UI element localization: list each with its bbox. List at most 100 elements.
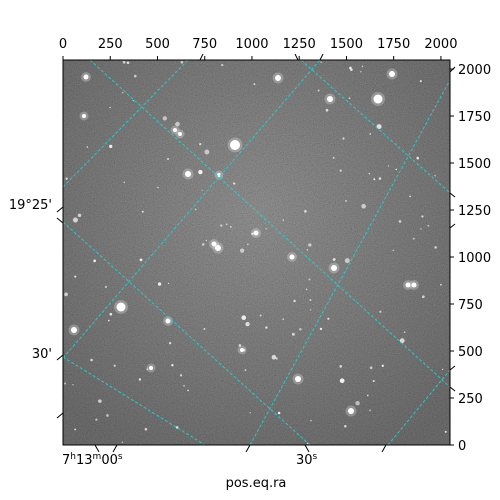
star (395, 168, 398, 171)
bright-star (331, 265, 337, 271)
star (199, 143, 202, 146)
world-tick-mark (56, 217, 64, 224)
star (109, 106, 111, 109)
star (339, 169, 342, 172)
world-tick-mark (381, 444, 387, 453)
star (247, 243, 249, 246)
star (238, 344, 242, 347)
star (372, 379, 375, 383)
star (198, 169, 203, 175)
y-tick-label: 1500 (458, 157, 491, 172)
star (361, 65, 364, 68)
star (265, 228, 267, 230)
star (244, 369, 247, 372)
star (409, 195, 412, 198)
world-tick-mark (56, 412, 64, 419)
y-tick-label: 0 (458, 439, 466, 454)
y-tick-group-right: 0 250 500 750 1000 1250 1500 1750 2000 (450, 63, 491, 454)
star (398, 220, 402, 223)
star (320, 61, 322, 63)
star (282, 219, 285, 221)
star (291, 332, 295, 336)
bright-star (295, 376, 301, 382)
star (440, 283, 442, 286)
y-tick-label: 250 (458, 392, 483, 407)
star (339, 378, 345, 384)
star (342, 137, 345, 140)
bright-star (275, 75, 281, 81)
star (107, 319, 110, 322)
star (369, 133, 372, 135)
star (434, 246, 437, 249)
star (355, 400, 360, 406)
world-tick-mark (449, 365, 456, 371)
x-axis-title: pos.eq.ra (226, 476, 287, 491)
x-tick-label: 500 (145, 37, 170, 52)
star (427, 224, 430, 227)
star (72, 384, 74, 386)
star (309, 309, 312, 311)
sky-image (63, 60, 450, 445)
star (416, 156, 420, 160)
star (175, 121, 180, 127)
star (339, 364, 343, 368)
ra-label-1: 30s (296, 452, 318, 468)
star (404, 331, 406, 334)
star (259, 314, 262, 317)
star (201, 189, 203, 191)
star (74, 428, 77, 431)
star (253, 83, 256, 86)
star (72, 217, 79, 223)
star (90, 358, 93, 362)
star (121, 91, 124, 94)
star (344, 424, 347, 428)
star (86, 146, 89, 148)
plot-frame (62, 59, 451, 446)
star (138, 378, 142, 381)
star (167, 158, 169, 160)
world-tick-mark (449, 66, 456, 73)
star (98, 399, 102, 403)
bright-star (178, 132, 182, 136)
star (233, 182, 236, 185)
star (132, 99, 134, 102)
star (275, 357, 278, 360)
world-tick-mark (94, 444, 100, 453)
bright-star (327, 96, 333, 102)
bright-star (405, 282, 411, 288)
grid-line (63, 60, 321, 359)
star (378, 177, 382, 180)
star (122, 60, 126, 64)
bright-star (215, 245, 221, 251)
star (271, 354, 277, 360)
bright-star (83, 74, 89, 80)
bright-star (185, 171, 191, 177)
coordinate-grid (63, 60, 450, 445)
x-tick-group-top: 0 250 500 750 1000 1250 1500 1750 2000 (59, 37, 457, 60)
bright-star (240, 348, 244, 352)
star (308, 278, 311, 281)
star (141, 210, 144, 213)
world-tick-mark (245, 444, 251, 453)
grid-line (249, 79, 450, 445)
star (126, 61, 130, 64)
star (345, 199, 348, 202)
x-tick-label: 2000 (424, 37, 457, 52)
star (367, 394, 369, 397)
star (123, 181, 126, 184)
star (146, 368, 149, 371)
grid-line (63, 221, 311, 445)
star (221, 63, 224, 67)
grid-line (63, 356, 206, 445)
star (420, 228, 422, 230)
star (376, 124, 382, 130)
world-tick-mark (112, 444, 118, 453)
star (360, 71, 362, 73)
star (180, 60, 184, 64)
y-tick-label: 2000 (458, 63, 491, 78)
star (204, 149, 210, 155)
star (179, 374, 183, 377)
bright-star (71, 327, 77, 333)
world-tick-group (56, 53, 456, 453)
bright-star (411, 282, 417, 288)
